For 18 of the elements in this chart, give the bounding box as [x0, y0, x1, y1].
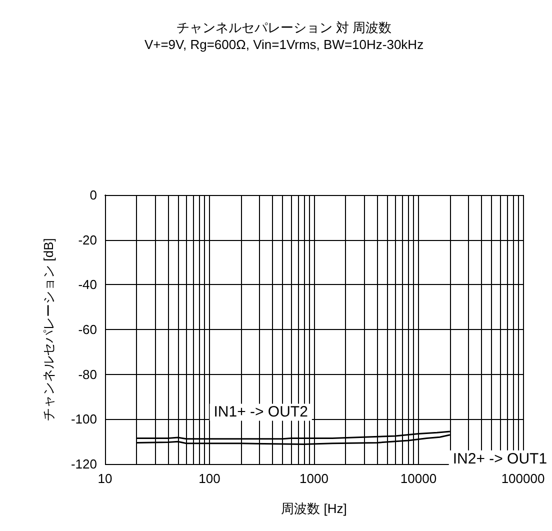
- x-tick-label: 100: [198, 471, 220, 486]
- y-tick-label: -60: [78, 322, 97, 337]
- y-tick-label: -120: [70, 456, 97, 472]
- series-label: IN2+ -> OUT1: [452, 450, 548, 468]
- chart-subtitle: V+=9V, Rg=600Ω, Vin=1Vrms, BW=10Hz-30kHz: [144, 37, 424, 52]
- x-tick-label: 1000: [300, 471, 328, 486]
- x-axis-title: 周波数 [Hz]: [281, 501, 347, 516]
- y-tick-label: -100: [70, 412, 97, 427]
- y-tick-label: -80: [78, 366, 97, 382]
- x-tick-label: 10: [98, 471, 112, 486]
- series-label: IN1+ -> OUT2: [214, 404, 308, 421]
- y-tick-label: -40: [78, 277, 97, 292]
- x-tick-label: 100000: [501, 471, 545, 486]
- x-tick-label: 10000: [400, 471, 437, 486]
- y-tick-label: -20: [78, 232, 97, 248]
- chart-title: チャンネルセパレーション 対 周波数: [176, 20, 392, 35]
- y-axis-title: チャンネルセパレーション [dB]: [41, 238, 56, 421]
- y-tick-label: 0: [90, 188, 97, 202]
